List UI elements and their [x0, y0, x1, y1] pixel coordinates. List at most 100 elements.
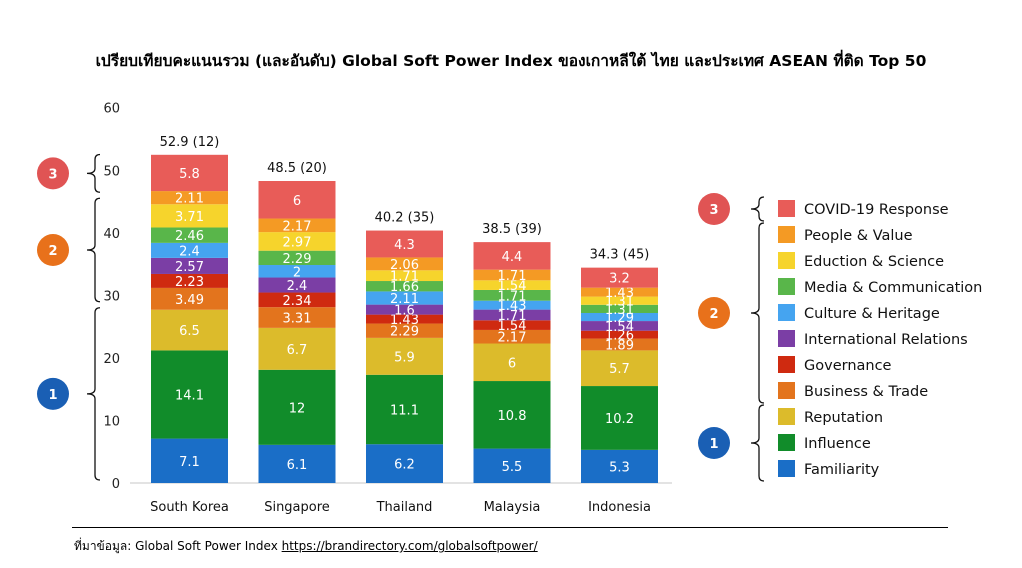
legend-label: International Relations — [804, 332, 968, 348]
data-label: 1.31 — [605, 295, 634, 310]
legend-group-badge — [698, 297, 730, 329]
data-label: 2 — [293, 265, 301, 280]
data-label: 2.46 — [175, 229, 204, 244]
bar-segment-media-and-communication — [366, 281, 443, 292]
legend-label: Influence — [804, 436, 871, 452]
bar-segment-influence — [581, 386, 658, 450]
group-badge-label: 3 — [48, 167, 57, 182]
data-label: 4.4 — [502, 250, 523, 265]
bar-segment-culture-and-heritage — [258, 265, 336, 278]
data-label: 1.54 — [605, 320, 634, 335]
total-label: 52.9 (12) — [160, 135, 220, 150]
source-prefix: ที่มาข้อมูล: Global Soft Power Index — [74, 539, 282, 553]
x-tick-label: Thailand — [376, 500, 433, 515]
data-label: 2.17 — [498, 331, 527, 346]
bar-segment-culture-and-heritage — [151, 242, 228, 258]
legend-swatch-eduction-and-science — [778, 252, 795, 269]
x-tick-label: Malaysia — [484, 500, 541, 515]
source-link[interactable]: https://brandirectory.com/globalsoftpowe… — [281, 539, 538, 553]
data-label: 2.17 — [283, 219, 312, 234]
data-label: 3.71 — [175, 210, 204, 225]
legend-swatch-influence — [778, 434, 795, 451]
bar-segment-media-and-communication — [151, 227, 228, 243]
data-label: 7.1 — [179, 455, 200, 470]
bar-segment-international-relations — [473, 309, 551, 321]
chart-title: เปรียบเทียบคะแนนรวม (และอันดับ) Global S… — [95, 52, 927, 70]
bar-segment-international-relations — [366, 304, 443, 315]
data-label: 6.1 — [287, 458, 308, 473]
legend-label: Governance — [804, 358, 892, 374]
data-label: 1.71 — [498, 289, 527, 304]
data-label: 2.57 — [175, 260, 204, 275]
bar-segment-people-and-value — [258, 218, 336, 233]
data-label: 3.31 — [283, 312, 312, 327]
bar-segment-business-and-trade — [366, 323, 443, 338]
legend: COVID-19 Response People & Value Eduction … — [698, 193, 982, 482]
bar-segment-reputation — [366, 337, 443, 375]
bar-segment-culture-and-heritage — [473, 300, 551, 310]
bar-segment-governance — [473, 320, 551, 330]
data-label: 3.2 — [609, 272, 630, 287]
group-brackets: 1 2 3 — [37, 153, 101, 481]
bar-segment-governance — [151, 273, 228, 288]
data-label: 1.71 — [498, 309, 527, 324]
data-label: 5.7 — [609, 362, 630, 377]
total-label: 48.5 (20) — [267, 161, 327, 176]
bars: 7.114.16.53.492.232.572.42.463.712.115.8… — [150, 135, 658, 515]
bar-segment-people-and-value — [473, 269, 551, 281]
bar-segment-people-and-value — [151, 191, 228, 205]
data-label: 2.4 — [179, 244, 200, 259]
legend-swatch-business-and-trade — [778, 382, 795, 399]
data-label: 1.71 — [498, 269, 527, 284]
data-label: 1.54 — [498, 319, 527, 334]
bar-segment-culture-and-heritage — [581, 312, 658, 322]
bar-segment-reputation — [581, 350, 658, 387]
data-label: 2.11 — [175, 192, 204, 207]
footer-divider — [72, 527, 948, 528]
data-label: 2.29 — [283, 252, 312, 267]
data-label: 2.06 — [390, 258, 419, 273]
bar-segment-international-relations — [581, 321, 658, 331]
data-label: 14.1 — [175, 388, 204, 403]
bar-segment-international-relations — [151, 257, 228, 274]
group-badge-label: 2 — [48, 244, 57, 259]
group-badge — [37, 157, 69, 190]
bar-segment-covid-19-response — [473, 242, 551, 270]
data-label: 10.2 — [605, 412, 634, 427]
legend-group-badge-label: 3 — [709, 203, 718, 218]
bar-segment-media-and-communication — [473, 289, 551, 301]
bar-segment-people-and-value — [366, 257, 443, 271]
bar-segment-reputation — [473, 343, 551, 382]
y-tick-label: 50 — [103, 164, 120, 179]
bar-segment-governance — [581, 330, 658, 339]
data-label: 11.1 — [390, 404, 419, 419]
data-label: 1.29 — [605, 311, 634, 326]
data-label: 1.6 — [394, 304, 415, 319]
y-tick-label: 30 — [103, 289, 120, 304]
bar-segment-eduction-and-science — [366, 270, 443, 282]
data-label: 5.3 — [609, 460, 630, 475]
group-bracket — [86, 307, 101, 481]
x-tick-label: South Korea — [150, 500, 229, 515]
bar-segment-media-and-communication — [258, 250, 336, 266]
legend-swatch-covid-19-response — [778, 200, 795, 217]
legend-label: Familiarity — [804, 462, 880, 478]
legend-bracket — [750, 196, 765, 222]
bar-segment-governance — [258, 292, 336, 308]
data-label: 5.5 — [502, 460, 523, 475]
legend-swatch-international-relations — [778, 330, 795, 347]
total-label: 40.2 (35) — [375, 211, 435, 226]
data-label: 3.49 — [175, 293, 204, 308]
y-tick-label: 20 — [103, 352, 120, 367]
bar-segment-covid-19-response — [581, 267, 658, 288]
legend-swatch-familiarity — [778, 460, 795, 477]
bar-segment-influence — [473, 381, 551, 449]
bar-segment-familiarity — [581, 449, 658, 483]
legend-label: COVID-19 Response — [804, 202, 949, 218]
group-bracket — [86, 153, 101, 193]
bar-segment-eduction-and-science — [473, 280, 551, 290]
bar-segment-covid-19-response — [258, 181, 336, 219]
data-label: 6 — [508, 356, 516, 371]
legend-label: Reputation — [804, 410, 883, 426]
legend-label: People & Value — [804, 228, 913, 244]
